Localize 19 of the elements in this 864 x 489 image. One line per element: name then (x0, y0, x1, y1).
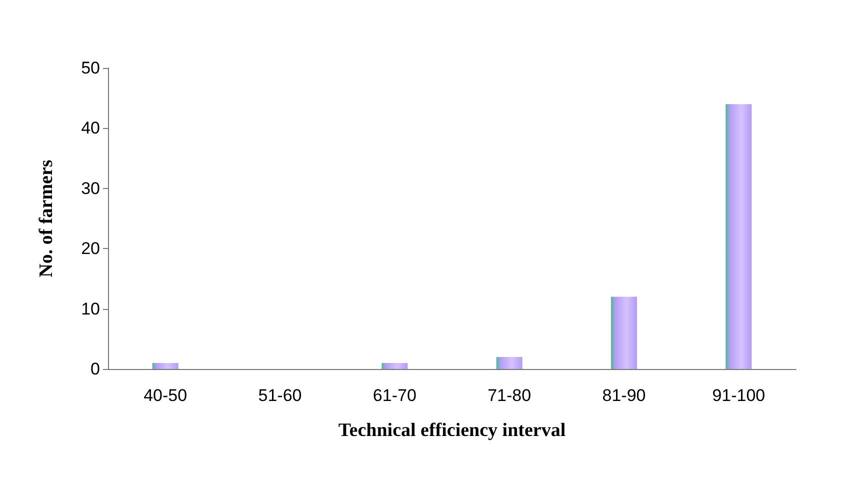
bar (496, 356, 522, 369)
x-tick-label: 61-70 (372, 386, 416, 405)
x-tick-label: 81-90 (602, 386, 646, 405)
x-axis-title: Technical efficiency interval (338, 420, 566, 441)
x-tick-label: 40-50 (144, 386, 188, 405)
y-tick-label: 40 (81, 118, 100, 138)
y-tick-label: 50 (81, 58, 100, 78)
y-tick-label: 30 (81, 178, 100, 198)
x-tick-label: 91-100 (712, 386, 766, 405)
y-tick-label: 10 (81, 299, 100, 318)
bar (152, 362, 178, 369)
y-axis-title: No. of farmers (36, 160, 57, 278)
x-tick-label: 51-60 (258, 386, 302, 405)
y-tick-label: 20 (81, 239, 100, 258)
bar (726, 104, 752, 369)
x-tick-label: 71-80 (488, 386, 532, 405)
bar (611, 296, 637, 369)
bar (382, 362, 408, 369)
y-tick-label: 0 (90, 360, 100, 378)
